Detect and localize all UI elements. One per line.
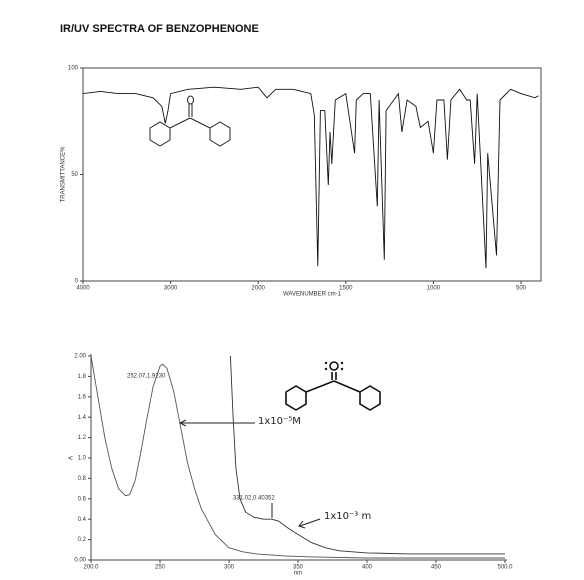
x-axis-label: nm xyxy=(294,571,302,577)
x-tick-label: 350 xyxy=(293,565,304,571)
x-tick-label: 3000 xyxy=(164,286,178,292)
y-tick-label: 100 xyxy=(68,66,79,72)
annotation: 1x10⁻⁵M xyxy=(258,416,301,427)
x-tick-label: 250 xyxy=(155,565,166,571)
plot-area xyxy=(91,355,505,559)
uv-structure xyxy=(285,361,381,411)
x-tick-label: 500.0 xyxy=(497,565,513,571)
x-tick-label: 400 xyxy=(362,565,373,571)
y-tick-label: 0.4 xyxy=(78,517,87,523)
spectrum-line xyxy=(83,86,539,269)
y-tick-label: 2.00 xyxy=(74,354,86,360)
uv-lone-pairs xyxy=(324,361,344,371)
spectrum-line xyxy=(229,355,505,555)
y-axis-label: TRANSMITTANCE% xyxy=(61,146,67,203)
x-tick-label: 2000 xyxy=(252,286,266,292)
y-tick-label: 0.00 xyxy=(74,558,86,564)
annotation: 1x10⁻³ m xyxy=(324,511,371,522)
y-tick-label: 0.6 xyxy=(78,496,87,502)
x-tick-label: 300 xyxy=(224,565,235,571)
y-tick-label: 0.8 xyxy=(78,476,87,482)
y-tick-label: 50 xyxy=(71,172,78,178)
x-tick-label: 450 xyxy=(431,565,442,571)
ir-structure xyxy=(149,95,231,147)
x-tick-label: 1500 xyxy=(339,286,353,292)
y-tick-label: 0 xyxy=(75,279,79,285)
x-tick-label: 500 xyxy=(516,286,527,292)
y-tick-label: 1.8 xyxy=(78,374,87,380)
y-tick-label: 1.2 xyxy=(78,435,87,441)
y-tick-label: 1.4 xyxy=(78,415,87,421)
plot-area xyxy=(83,86,539,269)
x-tick-label: 200.0 xyxy=(83,565,99,571)
arrows xyxy=(178,419,321,529)
x-axis-label: WAVENUMBER cm-1 xyxy=(283,292,342,298)
annotation: 252.07,1.9230 xyxy=(127,374,166,380)
y-tick-label: 1.6 xyxy=(78,394,87,400)
x-tick-label: 1000 xyxy=(427,286,441,292)
y-tick-label: 0.2 xyxy=(78,537,87,543)
y-axis-label: A xyxy=(69,456,75,460)
y-tick-label: 1.0 xyxy=(78,456,87,462)
x-tick-label: 4000 xyxy=(76,286,90,292)
page-title: IR/UV SPECTRA OF BENZOPHENONE xyxy=(60,23,259,35)
annotation: 331.02,0.40352 xyxy=(233,496,275,502)
spectrum-line xyxy=(91,355,505,559)
